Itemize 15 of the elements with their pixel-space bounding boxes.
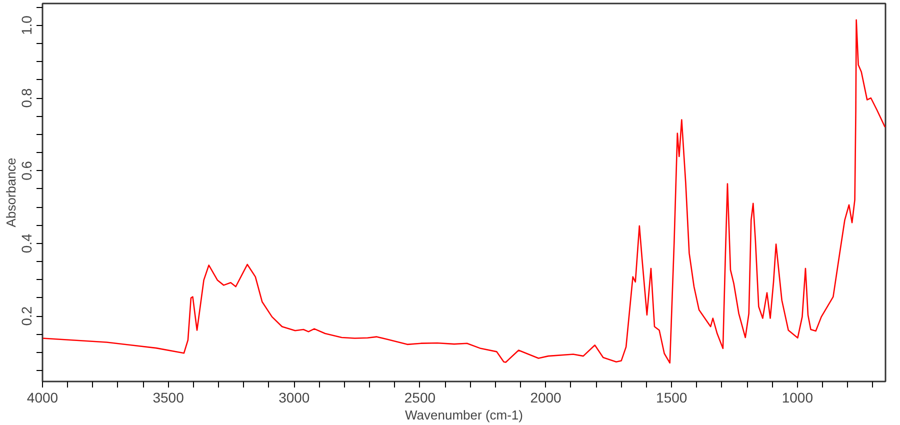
y-tick-label: 0.4: [18, 233, 34, 254]
x-tick-label: 3000: [278, 390, 310, 406]
y-tick-label: 0.8: [18, 88, 34, 108]
x-axis-title: Wavenumber (cm-1): [405, 408, 523, 422]
x-tick-label: 4000: [26, 390, 58, 406]
y-axis-title: Absorbance: [4, 158, 18, 228]
x-tick-label: 1000: [782, 390, 814, 406]
x-tick-label: 2500: [404, 390, 436, 406]
y-tick-label: 1.0: [18, 15, 34, 36]
line-series: [42, 19, 886, 364]
x-tick-label: 2000: [530, 390, 562, 406]
y-tick-label: 0.2: [18, 306, 34, 326]
x-tick-label: 1500: [656, 390, 688, 406]
x-tick-label: 3500: [152, 390, 184, 406]
y-tick-label: 0.6: [18, 160, 34, 180]
